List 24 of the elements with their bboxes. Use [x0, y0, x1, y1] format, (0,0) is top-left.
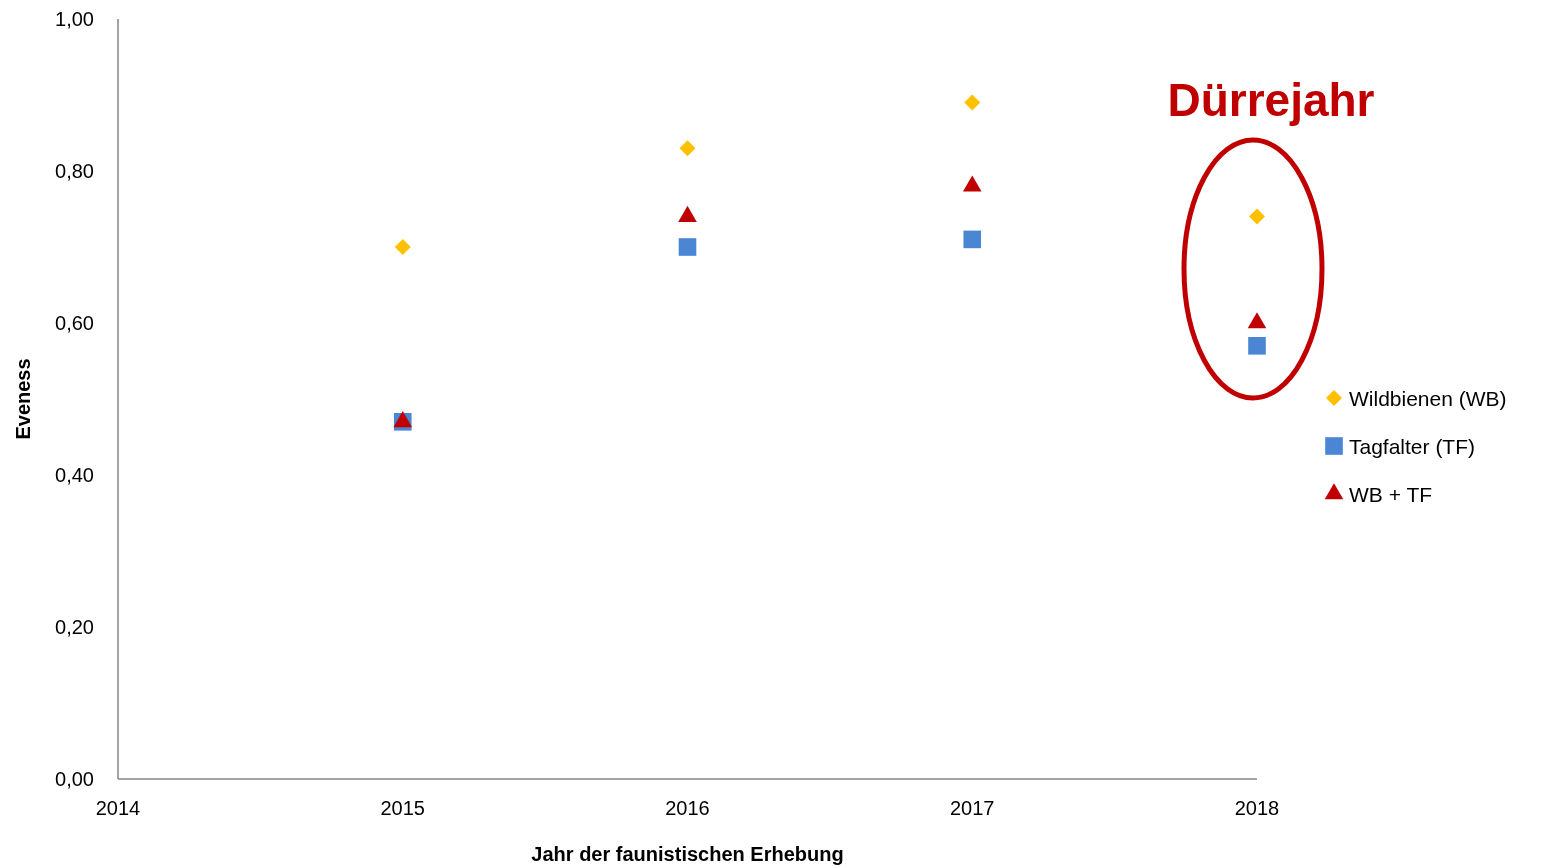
- x-tick-label: 2015: [380, 797, 425, 819]
- x-tick-label: 2016: [665, 797, 710, 819]
- y-tick-label: 0,40: [55, 464, 94, 486]
- x-tick-label: 2017: [950, 797, 995, 819]
- y-axis-title: Eveness: [12, 358, 34, 440]
- point: [679, 140, 696, 157]
- point: [1249, 208, 1265, 225]
- y-tick-label: 0,20: [55, 616, 94, 638]
- legend-label: WB + TF: [1349, 482, 1433, 506]
- point: [1248, 337, 1266, 355]
- y-tick-label: 1,00: [55, 8, 94, 30]
- x-tick-label: 2014: [95, 797, 141, 819]
- point: [964, 94, 981, 111]
- point: [394, 239, 411, 255]
- x-tick-label: 2018: [1234, 797, 1280, 819]
- y-tick-label: 0,00: [55, 768, 94, 790]
- legend-label: Wildbienen (WB): [1349, 386, 1507, 410]
- x-axis-title: Jahr der faunistischen Erhebung: [531, 843, 844, 865]
- y-tick-label: 0,80: [55, 160, 94, 182]
- annotation: Dürrejahr: [1167, 74, 1375, 126]
- y-tick-label: 0,60: [55, 312, 94, 334]
- point: [678, 238, 697, 256]
- point: [963, 230, 982, 249]
- legend-label: Tagfalter (TF): [1349, 434, 1476, 458]
